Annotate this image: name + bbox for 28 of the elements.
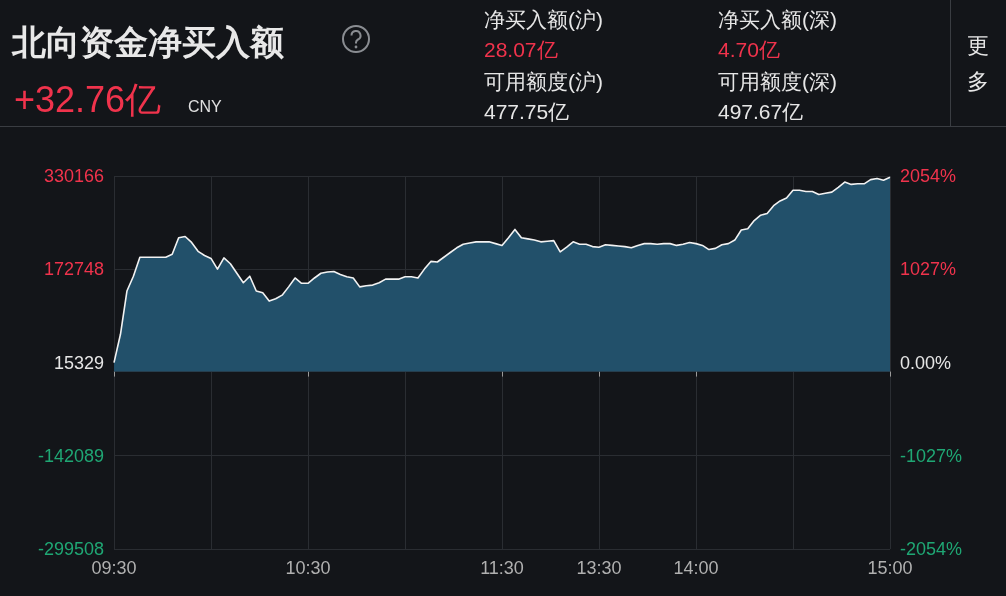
- x-tick-label: 13:30: [576, 558, 622, 578]
- x-tick-label: 14:00: [673, 558, 719, 578]
- y-tick-label: -299508: [37, 539, 104, 559]
- x-tick-label: 09:30: [91, 558, 137, 578]
- text: 477.75亿: [484, 99, 570, 125]
- y-tick-label: 172748: [43, 259, 104, 280]
- x-tick-label: 15:00: [867, 558, 913, 578]
- x-tick-label: 10:30: [285, 558, 331, 578]
- text: +32.76亿: [14, 78, 162, 122]
- y-tick-label: 330166: [43, 166, 104, 186]
- text: 净买入额(沪): [484, 7, 603, 33]
- text: 4.70亿: [718, 37, 780, 63]
- text: 497.67亿: [718, 99, 804, 125]
- text: CNY: [188, 98, 222, 116]
- text: 净买入额(深): [718, 7, 837, 33]
- x-tick-label: 11:30: [480, 558, 524, 578]
- text: 可用额度(沪): [484, 69, 603, 95]
- y2-tick-label: 2054%: [900, 166, 957, 186]
- text: 可用额度(深): [718, 69, 837, 95]
- chart-title: 北向资金净买入额: [12, 22, 284, 63]
- y2-tick-label: -2054%: [900, 539, 963, 559]
- y2-tick-label: -1027%: [900, 445, 963, 466]
- text: 更多: [966, 32, 990, 96]
- y-tick-label: 15329: [53, 352, 104, 373]
- text: 28.07亿: [484, 37, 558, 63]
- y-tick-label: -142089: [37, 445, 104, 466]
- y2-tick-label: 1027%: [900, 259, 957, 280]
- y2-tick-label: 0.00%: [900, 352, 952, 373]
